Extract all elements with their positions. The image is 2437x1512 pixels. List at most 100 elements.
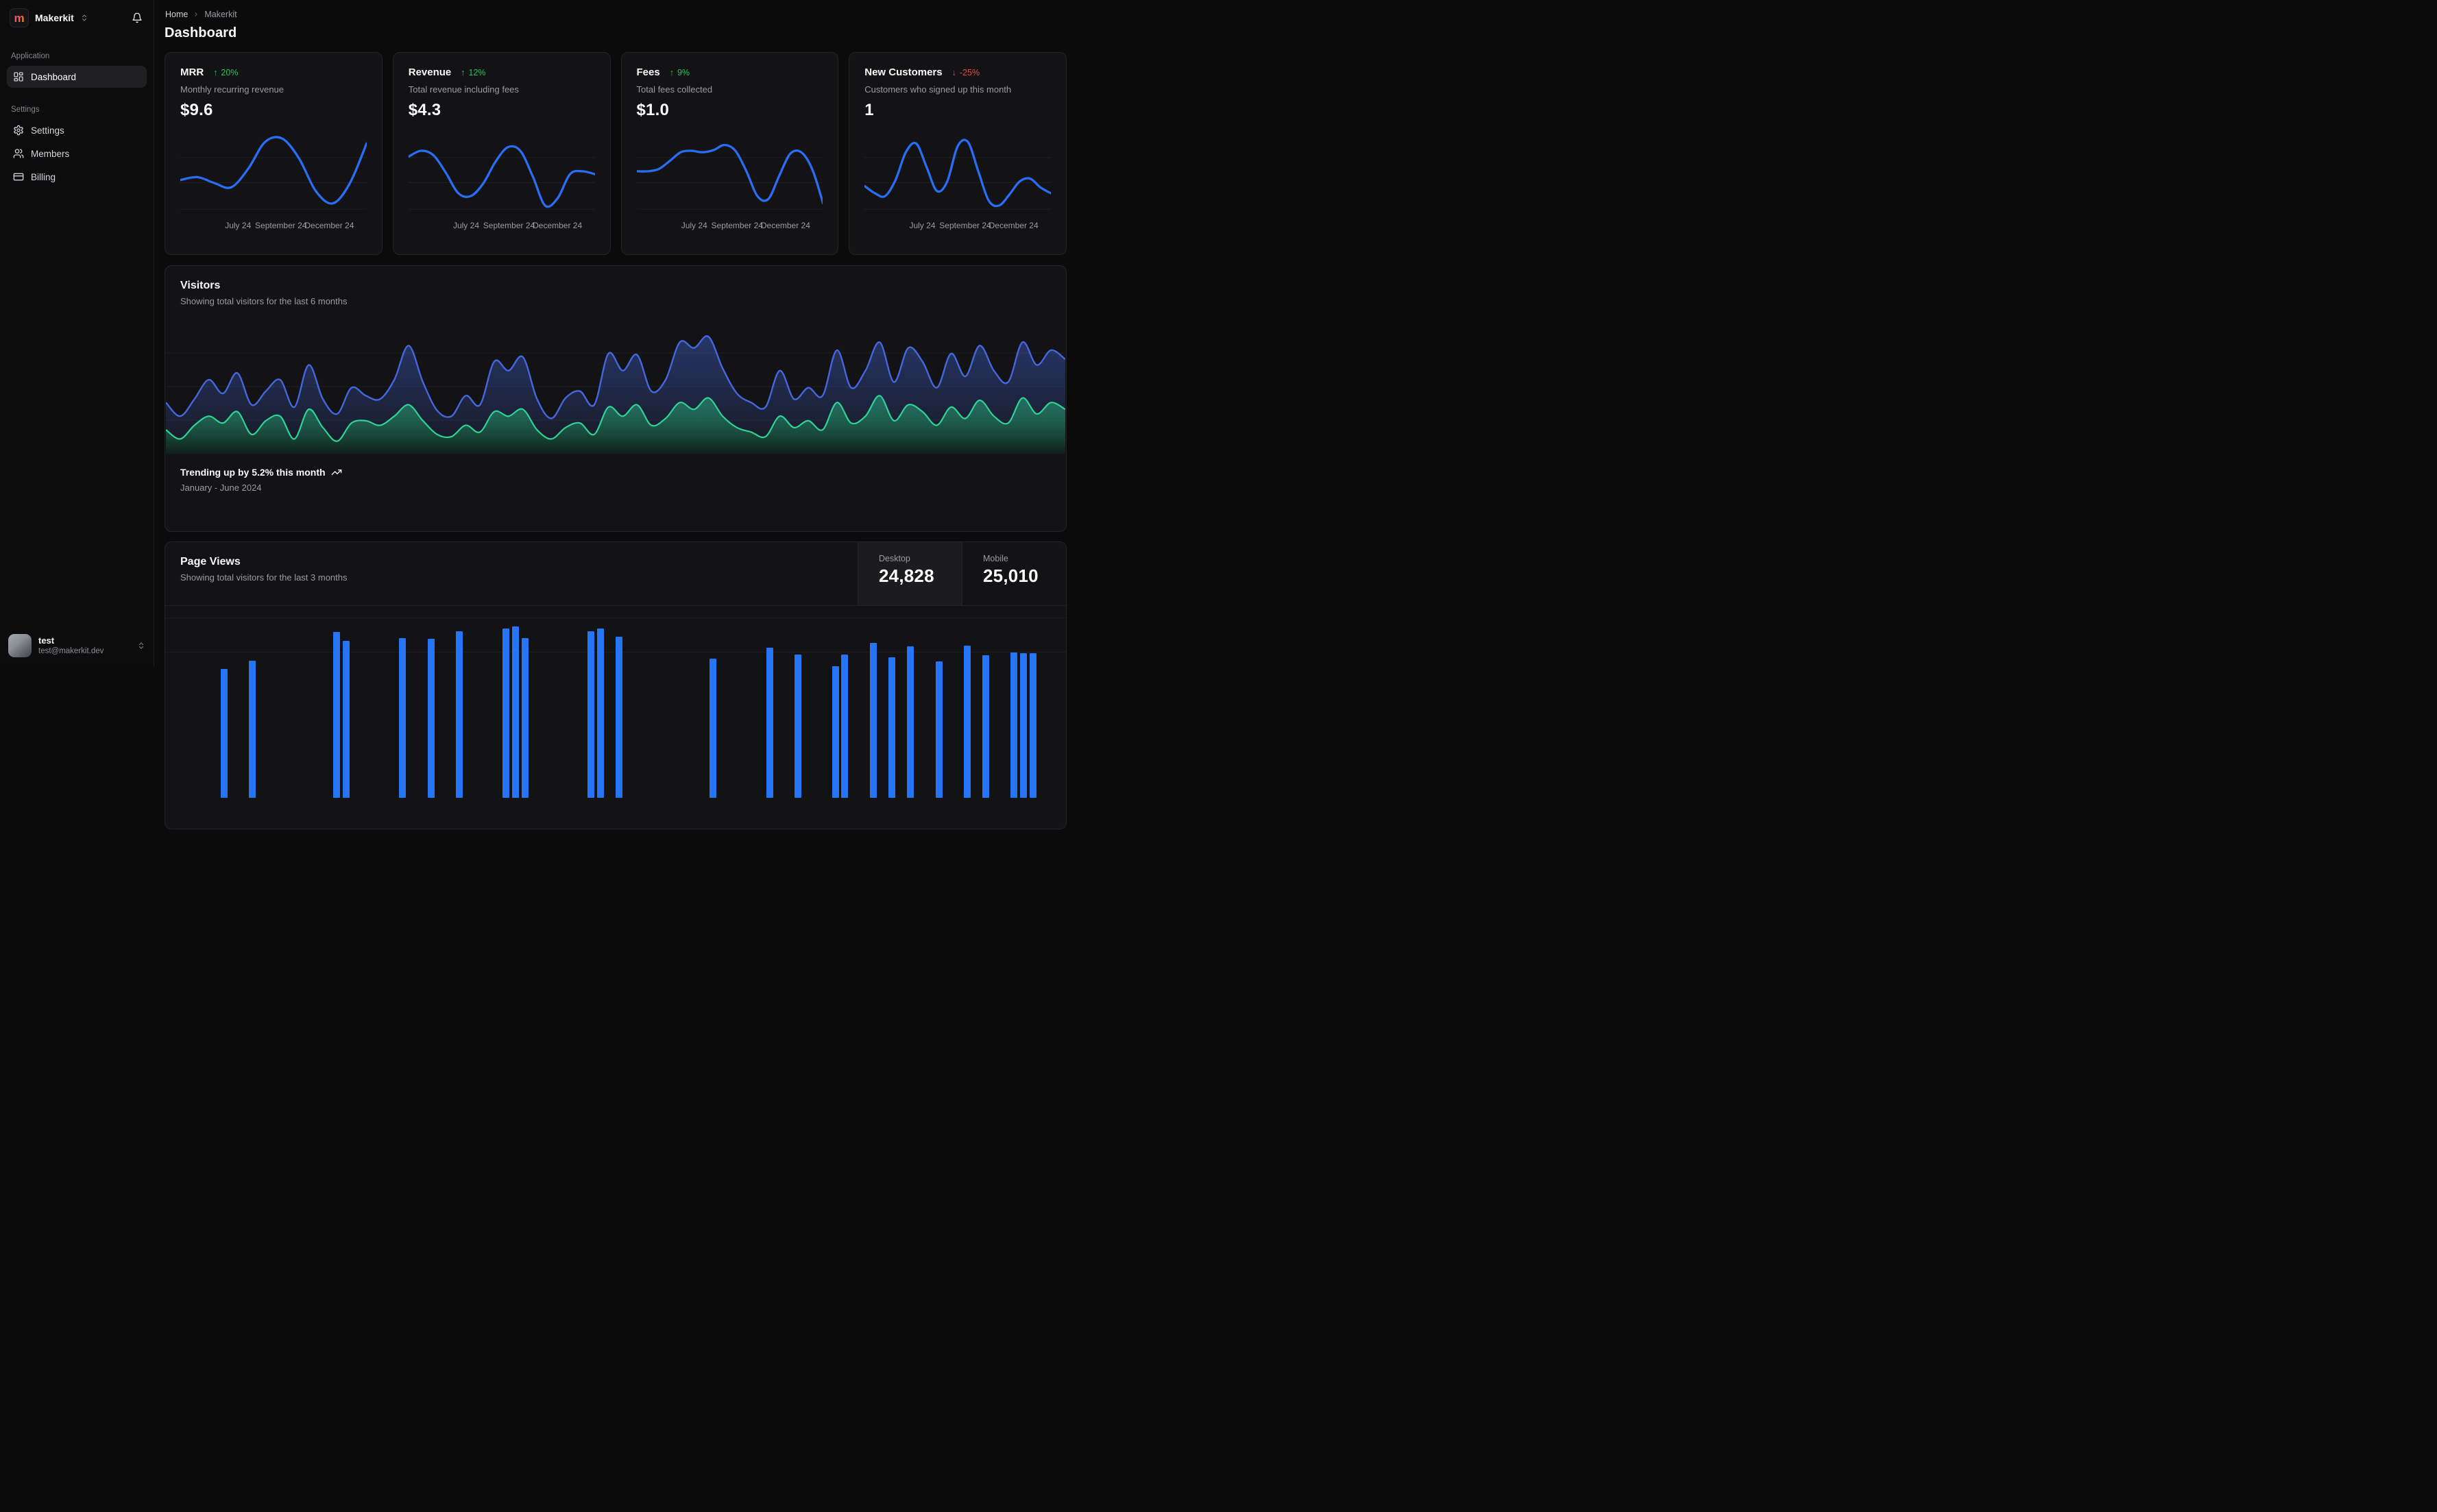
page-views-bar [1010,653,1018,798]
makerkit-logo: m [10,8,29,27]
page-views-tab-desktop[interactable]: Desktop 24,828 [858,542,962,605]
user-email: test@makerkit.dev [38,646,104,655]
stat-trend-value: 20% [221,67,239,77]
chevrons-up-down-icon [137,642,145,650]
trending-up-icon [331,467,342,478]
stat-trend-badge: ↑ 9% [670,68,690,77]
sidebar-header: m Makerkit [0,0,154,34]
page-views-bar [832,666,839,798]
page-views-titles: Page Views Showing total visitors for th… [165,542,858,605]
page-views-bar [888,657,895,798]
main-content: Home Makerkit Dashboard MRR ↑ 20% Monthl… [154,0,1075,829]
sidebar-nav: Application Dashboard Settings Settings Memb… [0,34,154,626]
stat-trend-badge: ↑ 12% [461,68,485,77]
page-views-bar [841,655,849,798]
stat-trend-badge: ↓ -25% [952,68,980,77]
page-views-bar-chart [165,606,1066,798]
stat-trend-value: -25% [959,67,980,77]
visitors-trend-row: Trending up by 5.2% this month [180,467,1051,478]
chevrons-up-down-icon [80,14,88,22]
stat-trend-value: 12% [468,67,486,77]
bell-icon [132,12,143,23]
visitors-range: January - June 2024 [180,483,262,493]
user-menu-button[interactable]: test test@makerkit.dev [0,626,154,667]
axis-label: July 24 [909,221,936,230]
page-views-card: Page Views Showing total visitors for th… [165,541,1067,829]
axis-label: December 24 [989,221,1039,230]
stat-title: MRR [180,66,204,78]
axis-label: December 24 [533,221,583,230]
stats-grid: MRR ↑ 20% Monthly recurring revenue $9.6… [165,52,1067,255]
stat-card-revenue: Revenue ↑ 12% Total revenue including fe… [392,52,611,255]
app-root: m Makerkit Application Dashboard Settings S… [0,0,1075,829]
page-views-bar [248,661,256,798]
nav-section-label: Application [11,52,50,60]
workspace-switcher[interactable]: m Makerkit [10,8,129,27]
page-views-bar [427,639,435,798]
sidebar-item-billing[interactable]: Billing [7,166,147,188]
stat-title: Revenue [408,66,452,78]
page-views-tab-mobile[interactable]: Mobile 25,010 [962,542,1066,605]
page-views-header: Page Views Showing total visitors for th… [165,542,1066,606]
visitors-card: Visitors Showing total visitors for the … [165,265,1067,532]
sidebar: m Makerkit Application Dashboard Settings S… [0,0,154,667]
stat-card-header: New Customers ↓ -25% [864,66,1051,78]
page-views-bar [343,641,350,798]
breadcrumb-home[interactable]: Home [165,10,189,19]
sidebar-item-members[interactable]: Members [7,143,147,164]
page-views-bar [1020,653,1028,798]
page-views-title: Page Views [180,556,241,568]
trend-up-arrow-icon: ↑ [461,67,465,77]
nav-section: Settings Settings Members Billing [7,106,147,188]
stat-axis-labels: July 24 September 24 December 24 [409,221,595,233]
stat-title: New Customers [864,66,943,78]
visitors-footer: Trending up by 5.2% this month January -… [165,454,1066,493]
stat-description: Customers who signed up this month [864,84,1012,95]
page-views-subtitle: Showing total visitors for the last 3 mo… [180,572,348,583]
workspace-name: Makerkit [35,12,74,23]
axis-label: September 24 [483,221,535,230]
breadcrumb: Home Makerkit [165,10,1067,19]
sidebar-item-label: Members [31,148,70,159]
page-views-bar [616,637,622,798]
page-views-bar [596,629,604,798]
stat-value: $4.3 [408,101,441,119]
stat-trend-value: 9% [677,67,690,77]
sidebar-item-dashboard[interactable]: Dashboard [7,66,147,88]
gear-icon [13,125,24,136]
page-views-tabs: Desktop 24,828 Mobile 25,010 [858,542,1066,605]
page-views-bar [512,626,519,798]
sidebar-item-label: Dashboard [31,71,77,82]
users-icon [13,148,24,159]
page-views-bar [1029,653,1036,798]
trend-down-arrow-icon: ↓ [951,67,956,77]
sidebar-item-settings[interactable]: Settings [7,119,147,141]
user-meta: test test@makerkit.dev [38,635,130,657]
logo-letter: m [14,11,25,25]
stat-sparkline-chart [409,130,595,216]
notifications-button[interactable] [129,10,145,26]
page-views-bar [399,638,407,798]
sidebar-item-label: Settings [31,125,64,136]
stat-sparkline-chart [180,130,367,216]
page-views-bar [794,655,801,798]
axis-label: December 24 [304,221,354,230]
tab-value: 25,010 [983,565,1039,586]
page-views-bar [521,638,529,798]
stat-value: $1.0 [636,101,670,119]
nav-section-label: Settings [11,106,40,114]
stat-trend-badge: ↑ 20% [213,68,238,77]
page-title: Dashboard [165,25,237,40]
user-name: test [38,635,55,646]
stat-axis-labels: July 24 September 24 December 24 [864,221,1051,233]
stat-sparkline-chart [637,130,823,216]
credit-card-icon [13,171,24,182]
stat-card-fees: Fees ↑ 9% Total fees collected $1.0 July… [620,52,839,255]
stat-title: Fees [636,66,660,78]
stat-axis-labels: July 24 September 24 December 24 [180,221,367,233]
page-views-bar [502,629,510,798]
tab-value: 24,828 [879,565,934,586]
stat-value: $9.6 [180,101,213,119]
page-views-bar [963,646,971,798]
axis-label: July 24 [681,221,707,230]
